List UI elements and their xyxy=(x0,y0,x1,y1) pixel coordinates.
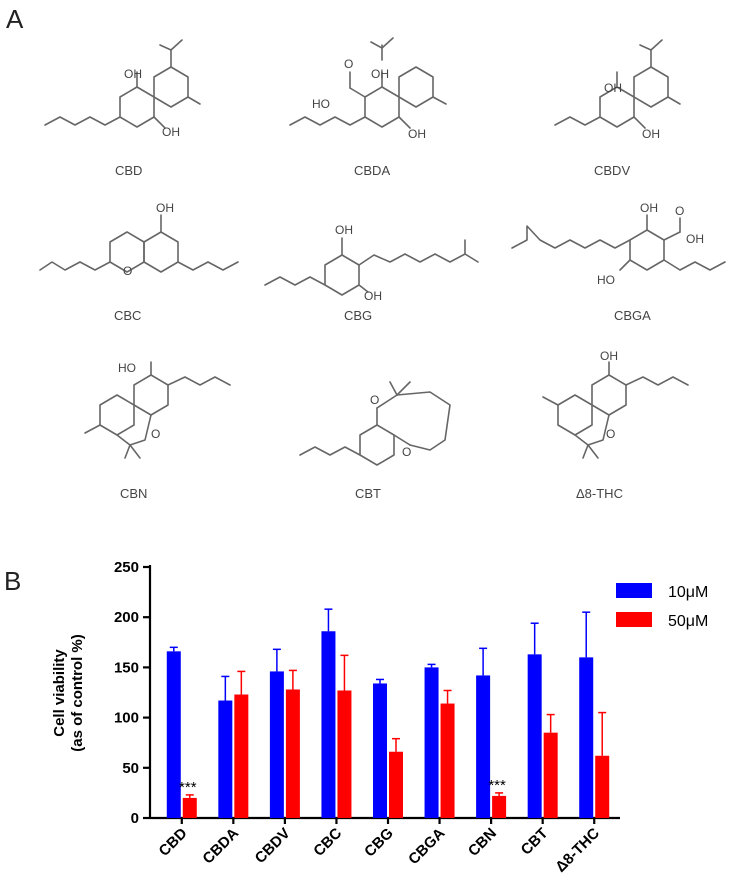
y-tick-label: 200 xyxy=(114,609,139,626)
x-tick-label: CBGA xyxy=(405,825,448,868)
molecule-name-cbn: CBN xyxy=(120,486,147,500)
bar-50um xyxy=(595,755,610,818)
atom-label: HO xyxy=(312,97,330,111)
y-axis-label-line1: Cell viability xyxy=(51,649,68,737)
molecule-name-cbt: CBT xyxy=(355,486,381,500)
legend-swatch-10um xyxy=(616,583,652,598)
x-tick-label: CBDV xyxy=(252,825,294,867)
atom-label: OH xyxy=(600,349,618,363)
bar-50um xyxy=(389,751,403,818)
x-tick-label: CBT xyxy=(518,825,552,859)
bar-10um xyxy=(269,671,284,818)
atom-label: O xyxy=(344,57,353,71)
legend-swatch-50um xyxy=(616,612,652,627)
atom-label: OH xyxy=(364,289,382,303)
molecule-name-cbg: CBG xyxy=(344,308,372,323)
bar-10um xyxy=(218,700,233,818)
x-tick-label: CBC xyxy=(310,825,345,860)
y-tick-label: 150 xyxy=(114,659,139,676)
atom-label: OH xyxy=(162,125,180,139)
panel-a-label: A xyxy=(6,4,24,34)
x-tick-label: CBN xyxy=(465,825,500,860)
x-tick-label: Δ8-THC xyxy=(552,825,603,876)
atom-label: OH xyxy=(371,67,389,81)
molecule-name-cbda: CBDA xyxy=(354,163,390,178)
atom-label: O xyxy=(123,264,132,278)
molecule-cbg: OH OH CBG xyxy=(264,223,479,323)
atom-label: O xyxy=(151,427,160,441)
atom-label: O xyxy=(675,204,684,218)
molecule-structures: OH OH CBD OH HO O OH CBDA OH OH CBDV xyxy=(39,37,726,500)
y-tick-label: 50 xyxy=(122,760,139,777)
atom-label: O xyxy=(606,427,615,441)
atom-label: HO xyxy=(118,361,136,375)
atom-label: OH xyxy=(156,201,174,215)
bar-10um xyxy=(579,657,594,818)
molecule-cbga: OH OH O HO CBGA xyxy=(511,201,726,323)
molecule-d8thc: OH O Δ8-THC xyxy=(542,349,689,500)
atom-label: OH xyxy=(686,232,704,246)
y-tick-label: 100 xyxy=(114,710,139,727)
molecule-name-d8thc: Δ8-THC xyxy=(576,486,623,500)
y-tick-label: 250 xyxy=(114,559,139,576)
significance-annotation: *** xyxy=(488,777,506,794)
molecule-cbn: HO O CBN xyxy=(84,361,231,500)
y-tick-label: 0 xyxy=(131,810,139,827)
atom-label: OH xyxy=(124,67,142,81)
panel-b-label: B xyxy=(4,566,22,596)
bar-50um xyxy=(492,795,507,818)
atom-label: HO xyxy=(597,273,615,287)
atom-label: OH xyxy=(642,127,660,141)
molecule-name-cbd: CBD xyxy=(115,163,142,178)
significance-annotation: *** xyxy=(179,779,197,796)
x-tick-label: CBG xyxy=(361,825,397,861)
bar-50um xyxy=(285,689,300,818)
bar-50um xyxy=(337,690,352,818)
legend-label: 10μM xyxy=(668,584,708,601)
molecule-cbc: OH O CBC xyxy=(39,201,239,323)
atom-label: OH xyxy=(604,81,622,95)
bar-10um xyxy=(321,631,336,818)
molecule-name-cbga: CBGA xyxy=(614,308,651,323)
legend-label: 50μM xyxy=(668,613,708,630)
y-axis-label-line2: (as of control %) xyxy=(69,634,86,752)
bar-50um xyxy=(182,797,197,818)
bar-10um xyxy=(527,654,542,818)
atom-label: OH xyxy=(335,223,353,237)
molecule-cbdv: OH OH CBDV xyxy=(554,39,681,178)
atom-label: O xyxy=(402,445,411,459)
molecule-cbda: OH HO O OH CBDA xyxy=(289,37,447,178)
x-tick-label: CBD xyxy=(156,825,191,860)
bar-50um xyxy=(543,732,558,818)
molecule-name-cbdv: CBDV xyxy=(594,163,630,178)
bar-10um xyxy=(476,675,491,818)
molecule-cbt: O O CBT xyxy=(299,381,451,500)
atom-label: OH xyxy=(408,127,426,141)
bar-10um xyxy=(373,683,387,818)
atom-label: OH xyxy=(640,201,658,215)
bar-50um xyxy=(440,703,455,818)
molecule-cbd: OH OH CBD xyxy=(44,39,201,178)
molecule-name-cbc: CBC xyxy=(114,308,141,323)
bar-10um xyxy=(166,651,181,818)
bar-10um xyxy=(424,667,439,818)
atom-label: O xyxy=(370,393,379,407)
bar-50um xyxy=(234,694,249,818)
x-tick-label: CBDA xyxy=(199,825,242,868)
